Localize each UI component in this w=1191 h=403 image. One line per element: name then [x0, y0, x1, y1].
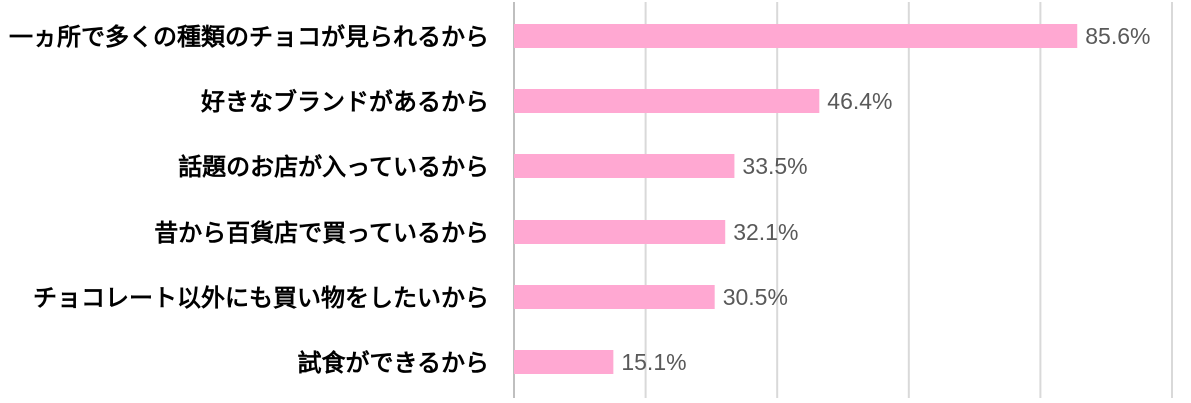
bar [514, 89, 820, 113]
category-label: 好きなブランドがあるから [200, 88, 489, 116]
category-labels: 一ヵ所で多くの種類のチョコが見られるから好きなブランドがあるから話題のお店が入っ… [9, 23, 489, 377]
bars [514, 24, 1078, 374]
category-label: 一ヵ所で多くの種類のチョコが見られるから [9, 23, 489, 51]
category-label: 話題のお店が入っているから [178, 153, 489, 181]
bar [514, 285, 715, 309]
data-label: 46.4% [827, 88, 892, 114]
category-label: 試食ができるから [297, 349, 489, 377]
data-label: 30.5% [723, 284, 788, 310]
data-label: 32.1% [733, 219, 798, 245]
bar [514, 350, 614, 374]
data-label: 33.5% [742, 153, 807, 179]
value-labels: 85.6% 46.4% 33.5% 32.1% 30.5% 15.1% [621, 23, 1150, 375]
bar [514, 154, 735, 178]
category-label: 昔から百貨店で買っているから [154, 219, 489, 247]
category-label: チョコレート以外にも買い物をしたいから [33, 284, 489, 312]
gridlines [513, 2, 1173, 398]
bar [514, 24, 1078, 48]
data-label: 85.6% [1085, 23, 1150, 49]
bar [514, 220, 726, 244]
data-label: 15.1% [621, 349, 686, 375]
